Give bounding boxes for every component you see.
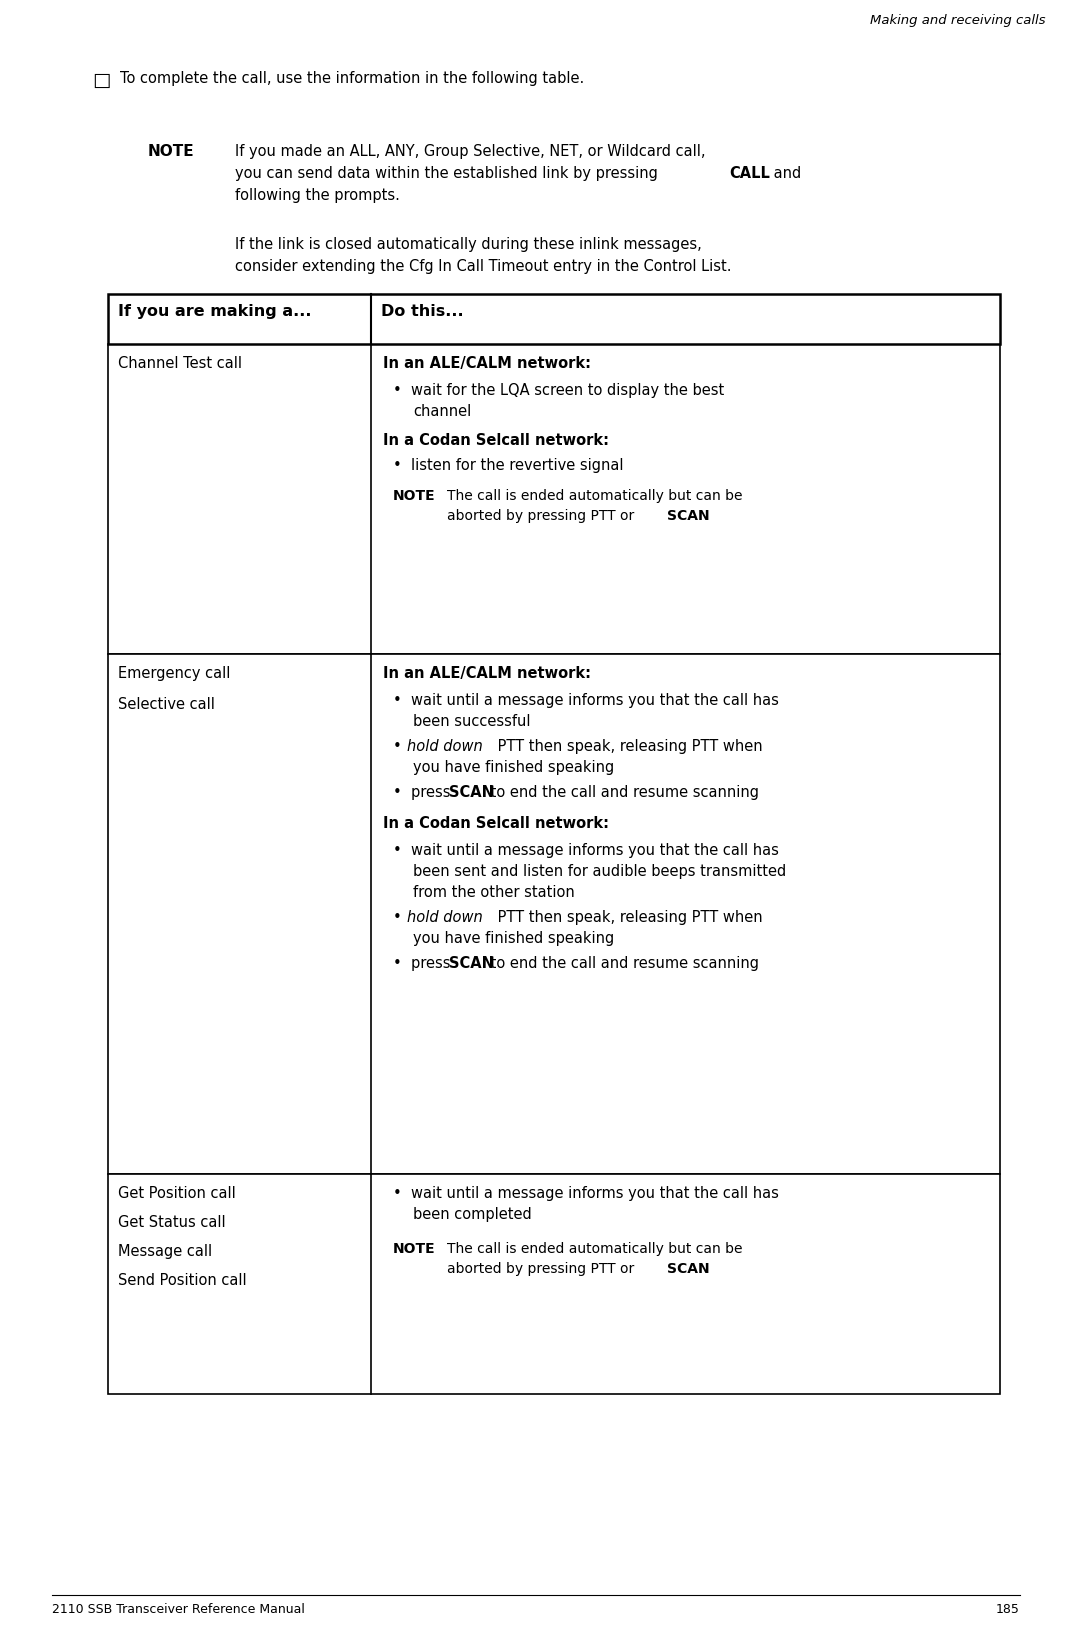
Text: If you are making a...: If you are making a...	[118, 303, 311, 320]
Text: Selective call: Selective call	[118, 697, 215, 711]
Text: NOTE: NOTE	[148, 144, 195, 159]
Text: Message call: Message call	[118, 1244, 212, 1259]
Text: •  wait until a message informs you that the call has: • wait until a message informs you that …	[393, 693, 779, 708]
Text: and: and	[769, 166, 801, 180]
Text: •  press: • press	[393, 956, 455, 970]
Text: •  wait for the LQA screen to display the best: • wait for the LQA screen to display the…	[393, 384, 724, 398]
Text: channel: channel	[413, 403, 471, 420]
Bar	[108, 654, 1000, 1174]
Text: In a Codan Selcall network:: In a Codan Selcall network:	[383, 816, 609, 831]
Text: Making and receiving calls: Making and receiving calls	[869, 15, 1045, 26]
Text: SCAN: SCAN	[667, 1262, 709, 1277]
Text: been sent and listen for audible beeps transmitted: been sent and listen for audible beeps t…	[413, 864, 786, 879]
Bar	[108, 293, 1000, 344]
Text: NOTE: NOTE	[393, 1242, 436, 1255]
Text: CALL: CALL	[730, 166, 770, 180]
Text: Send Position call: Send Position call	[118, 1274, 247, 1288]
Text: SCAN: SCAN	[449, 956, 494, 970]
Text: 2110 SSB Transceiver Reference Manual: 2110 SSB Transceiver Reference Manual	[52, 1603, 305, 1616]
Text: •: •	[393, 739, 407, 754]
Text: aborted by pressing PTT or: aborted by pressing PTT or	[447, 510, 639, 523]
Text: to end the call and resume scanning: to end the call and resume scanning	[486, 956, 759, 970]
Text: PTT then speak, releasing PTT when: PTT then speak, releasing PTT when	[493, 739, 763, 754]
Text: In a Codan Selcall network:: In a Codan Selcall network:	[383, 433, 609, 447]
Text: If you made an ALL, ANY, Group Selective, NET, or Wildcard call,: If you made an ALL, ANY, Group Selective…	[235, 144, 705, 159]
Text: •  listen for the revertive signal: • listen for the revertive signal	[393, 457, 623, 474]
Text: In an ALE/CALM network:: In an ALE/CALM network:	[383, 665, 591, 680]
Text: The call is ended automatically but can be: The call is ended automatically but can …	[447, 1242, 742, 1255]
Text: you have finished speaking: you have finished speaking	[413, 760, 615, 775]
Text: NOTE: NOTE	[393, 488, 436, 503]
Text: been successful: been successful	[413, 715, 530, 729]
Text: following the prompts.: following the prompts.	[235, 188, 399, 203]
Text: aborted by pressing PTT or: aborted by pressing PTT or	[447, 1262, 639, 1277]
Text: hold down: hold down	[407, 739, 482, 754]
Text: •  wait until a message informs you that the call has: • wait until a message informs you that …	[393, 1187, 779, 1201]
Text: If the link is closed automatically during these inlink messages,: If the link is closed automatically duri…	[235, 238, 702, 252]
Text: PTT then speak, releasing PTT when: PTT then speak, releasing PTT when	[493, 910, 763, 924]
Text: Emergency call: Emergency call	[118, 665, 230, 680]
Text: been completed: been completed	[413, 1206, 531, 1223]
Text: you have finished speaking: you have finished speaking	[413, 931, 615, 946]
Text: •  press: • press	[393, 785, 455, 800]
Text: to end the call and resume scanning: to end the call and resume scanning	[486, 785, 759, 800]
Text: To complete the call, use the information in the following table.: To complete the call, use the informatio…	[120, 70, 585, 85]
Text: The call is ended automatically but can be: The call is ended automatically but can …	[447, 488, 742, 503]
Text: In an ALE/CALM network:: In an ALE/CALM network:	[383, 356, 591, 370]
Text: Get Status call: Get Status call	[118, 1214, 226, 1229]
Text: from the other station: from the other station	[413, 885, 575, 900]
Text: SCAN: SCAN	[449, 785, 494, 800]
Text: hold down: hold down	[407, 910, 482, 924]
Text: •: •	[393, 910, 407, 924]
Bar	[108, 1174, 1000, 1395]
Text: .: .	[705, 1262, 709, 1277]
Text: consider extending the Cfg In Call Timeout entry in the Control List.: consider extending the Cfg In Call Timeo…	[235, 259, 732, 274]
Text: you can send data within the established link by pressing: you can send data within the established…	[235, 166, 662, 180]
Text: SCAN: SCAN	[667, 510, 709, 523]
Text: 185: 185	[996, 1603, 1020, 1616]
Text: .: .	[705, 510, 709, 523]
Text: Get Position call: Get Position call	[118, 1187, 235, 1201]
Text: Do this...: Do this...	[381, 303, 463, 320]
Text: •  wait until a message informs you that the call has: • wait until a message informs you that …	[393, 842, 779, 857]
Bar	[108, 344, 1000, 654]
Text: □: □	[92, 70, 111, 90]
Text: Channel Test call: Channel Test call	[118, 356, 242, 370]
